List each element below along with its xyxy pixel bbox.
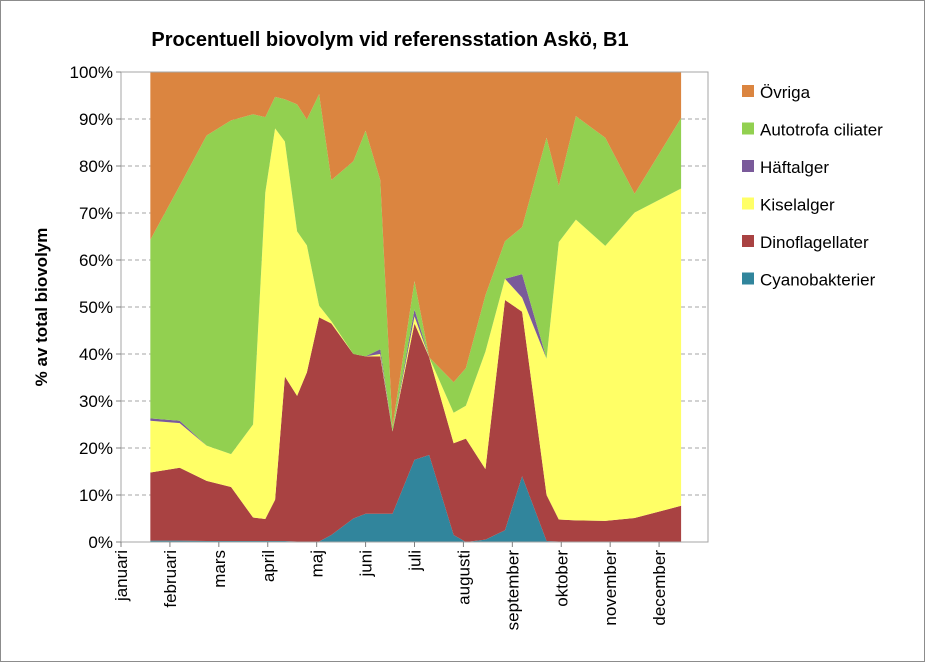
y-tick-label: 100% (70, 63, 113, 82)
x-tick-label: april (259, 550, 278, 582)
x-tick-label: juli (406, 550, 425, 572)
x-tick-label: mars (210, 550, 229, 588)
x-tick-label: september (503, 550, 522, 631)
legend-label-cyanobakterier: Cyanobakterier (760, 271, 876, 290)
axes: 0% 10% 20% 30% 40% 50% 60% 70% 80% 90% 100% januari… (70, 63, 709, 631)
y-tick-label: 90% (79, 110, 113, 129)
series-area-kiselalger (150, 128, 682, 521)
y-tick-label: 30% (79, 392, 113, 411)
x-tick-label: februari (161, 550, 180, 608)
y-tick-label: 0% (88, 533, 113, 552)
series-area-autotrofa-ciliater (150, 94, 682, 455)
legend-label-dinoflagellater: Dinoflagellater (760, 233, 869, 252)
legend-swatch-autotrofa-ciliater (742, 122, 754, 135)
y-tick-label: 50% (79, 298, 113, 317)
legend-swatch-cyanobakterier (742, 272, 754, 285)
series-area-cyanobakterier (150, 455, 682, 542)
legend-swatch-kiselalger (742, 197, 754, 210)
plot-area (121, 71, 708, 542)
chart-title: Procentuell biovolym vid referensstation… (151, 29, 628, 51)
x-tick-label: oktober (552, 550, 571, 607)
legend-swatch-dinoflagellater (742, 235, 754, 247)
y-tick-label: 20% (79, 439, 113, 458)
y-tick-label: 70% (79, 204, 113, 223)
x-tick-label: november (601, 550, 620, 626)
series-area-dinoflagellater (150, 299, 682, 542)
x-tick-label: augusti (454, 550, 473, 605)
legend-swatch-h-ftalger (742, 160, 754, 172)
series-areas (150, 72, 682, 542)
legend-label-autotrofa-ciliater: Autotrofa ciliater (760, 121, 883, 140)
y-tick-label: 60% (79, 251, 113, 270)
legend: Övriga Autotrofa ciliater Häftalger Kiselal… (742, 83, 883, 290)
legend-label-kiselalger: Kiselalger (760, 196, 835, 215)
x-tick-label: maj (308, 550, 327, 577)
y-tick-label: 80% (79, 157, 113, 176)
legend-swatch--vriga (742, 85, 754, 97)
legend-label--vriga: Övriga (760, 83, 811, 102)
series-area--vriga (150, 72, 682, 427)
legend-label-h-ftalger: Häftalger (760, 158, 829, 177)
x-tick-label: juni (357, 550, 376, 577)
y-tick-label: 40% (79, 345, 113, 364)
x-tick-label: januari (112, 550, 131, 602)
y-axis-label: % av total biovolym (32, 228, 51, 387)
y-tick-label: 10% (79, 486, 113, 505)
x-tick-label: december (650, 550, 669, 626)
